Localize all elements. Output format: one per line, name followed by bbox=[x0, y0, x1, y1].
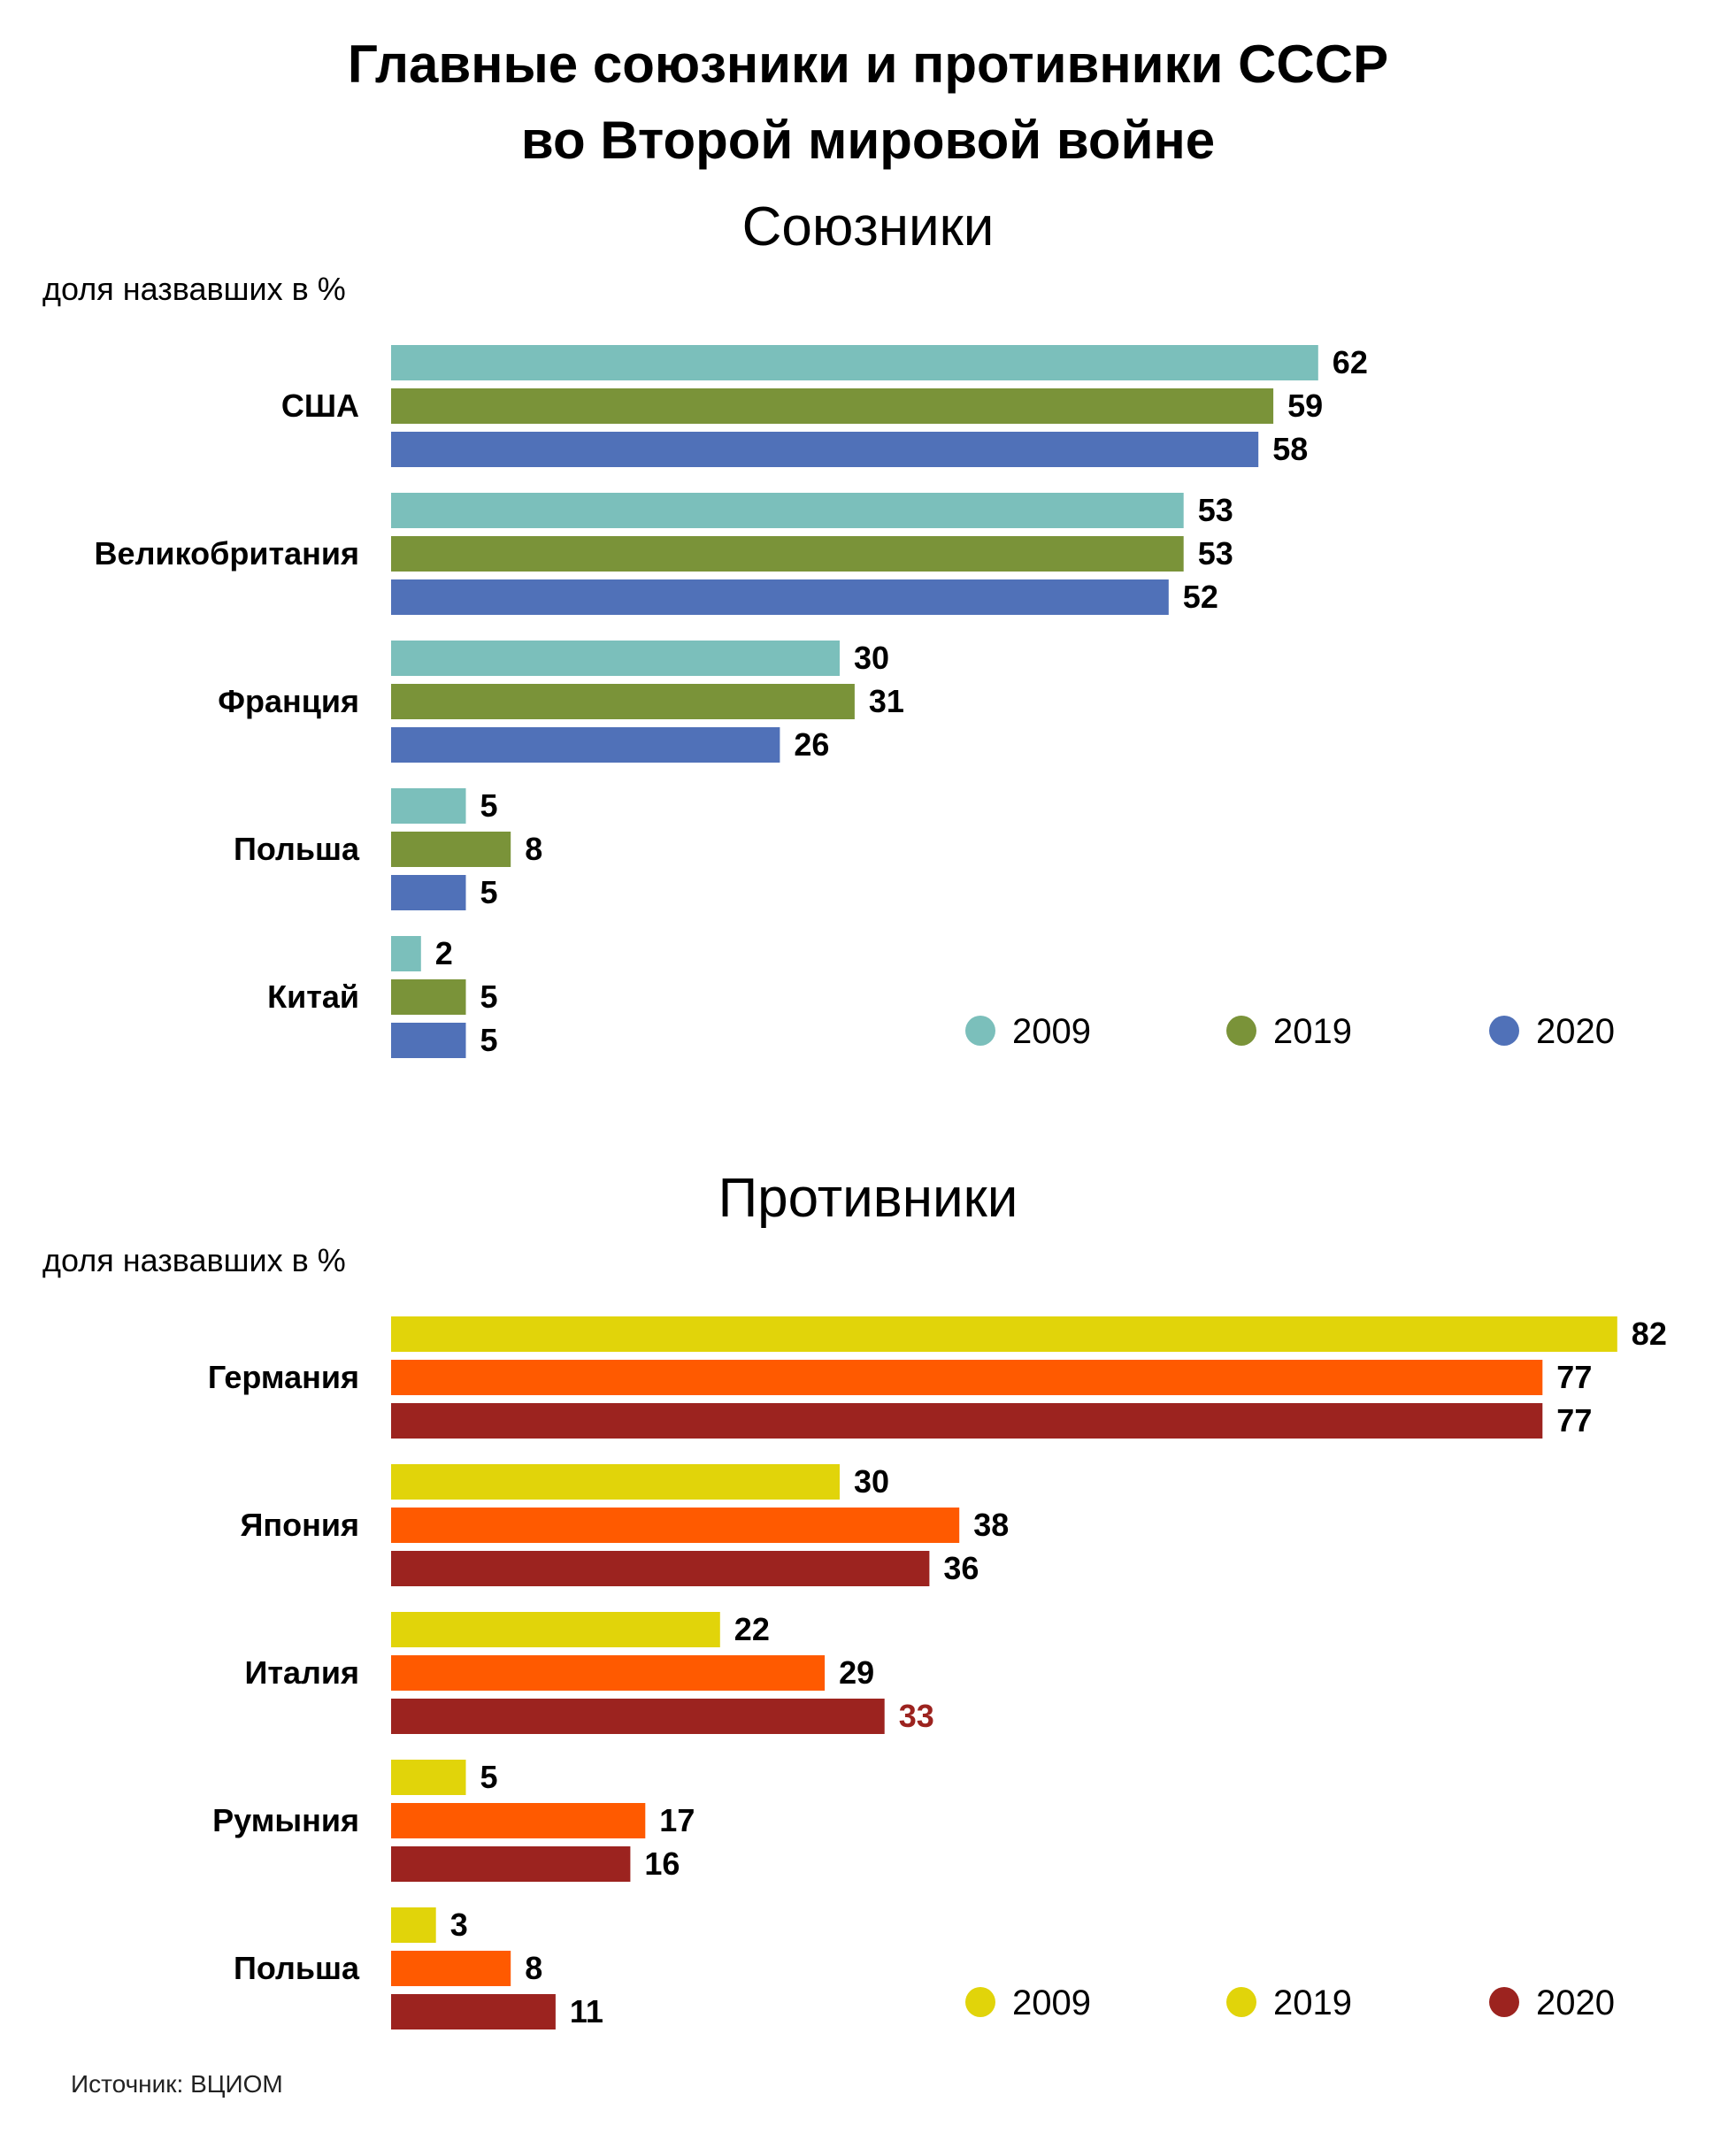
value-label: 53 bbox=[1198, 535, 1233, 572]
enemies-unit-label: доля назвавших в % bbox=[42, 1242, 346, 1278]
value-label: 77 bbox=[1556, 1359, 1592, 1395]
category-label: Великобритания bbox=[95, 535, 359, 572]
legend-marker-2009 bbox=[965, 1987, 995, 2017]
legend-marker-2019 bbox=[1226, 1987, 1256, 2017]
bar-2019 bbox=[391, 1655, 826, 1691]
value-label: 30 bbox=[854, 1463, 889, 1500]
value-label: 62 bbox=[1333, 344, 1368, 380]
bar-2019 bbox=[391, 832, 511, 867]
allies-subtitle: Союзники bbox=[741, 196, 995, 257]
value-label: 53 bbox=[1198, 492, 1233, 528]
legend-marker-2020 bbox=[1489, 1016, 1519, 1046]
legend-marker-2019 bbox=[1226, 1016, 1256, 1046]
source-note: Источник: ВЦИОМ bbox=[71, 2070, 283, 2098]
category-label: Польша bbox=[234, 831, 360, 867]
value-label: 77 bbox=[1556, 1402, 1592, 1439]
legend-label-2009: 2009 bbox=[1012, 1983, 1091, 2022]
bar-2009 bbox=[391, 1316, 1617, 1352]
legend-label-2009: 2009 bbox=[1012, 1012, 1091, 1051]
value-label: 5 bbox=[480, 787, 498, 824]
category-label: Германия bbox=[208, 1359, 359, 1395]
legend-marker-2009 bbox=[965, 1016, 995, 1046]
value-label: 82 bbox=[1632, 1316, 1667, 1352]
bar-2019 bbox=[391, 684, 855, 719]
value-label: 33 bbox=[899, 1698, 934, 1734]
bar-2009 bbox=[391, 1464, 840, 1500]
bar-2019 bbox=[391, 1803, 646, 1838]
bar-2019 bbox=[391, 979, 466, 1015]
legend-label-2019: 2019 bbox=[1273, 1983, 1352, 2022]
value-label: 52 bbox=[1183, 579, 1218, 615]
value-label: 5 bbox=[480, 1022, 498, 1058]
chart-title: Главные союзники и противники СССР во Вт… bbox=[0, 27, 1736, 179]
bar-2020 bbox=[391, 727, 780, 763]
enemies-chart: Германия827777Япония303836Италия222933Ру… bbox=[208, 1316, 1667, 2029]
value-label: 29 bbox=[839, 1654, 874, 1691]
category-label: США bbox=[281, 387, 359, 424]
bar-2009 bbox=[391, 1612, 720, 1647]
bar-2019 bbox=[391, 388, 1274, 424]
bar-2019 bbox=[391, 1508, 960, 1543]
bar-2020 bbox=[391, 1551, 930, 1586]
category-label: Франция bbox=[218, 683, 359, 719]
legend-marker-2020 bbox=[1489, 1987, 1519, 2017]
bar-2020 bbox=[391, 432, 1259, 467]
bar-2020 bbox=[391, 1023, 466, 1058]
bar-2009 bbox=[391, 493, 1184, 528]
category-label: Италия bbox=[244, 1654, 359, 1691]
legend-label-2020: 2020 bbox=[1536, 1983, 1615, 2022]
value-label: 31 bbox=[869, 683, 904, 719]
allies-unit-label: доля назвавших в % bbox=[42, 271, 346, 307]
category-label: Румыния bbox=[212, 1802, 359, 1838]
bar-2019 bbox=[391, 536, 1184, 572]
bar-2009 bbox=[391, 1760, 466, 1795]
enemies-subtitle: Противники bbox=[718, 1168, 1018, 1229]
value-label: 30 bbox=[854, 640, 889, 676]
legend-label-2019: 2019 bbox=[1273, 1012, 1352, 1051]
value-label: 17 bbox=[659, 1802, 695, 1838]
value-label: 38 bbox=[973, 1507, 1009, 1543]
legend-label-2020: 2020 bbox=[1536, 1012, 1615, 1051]
category-label: Польша bbox=[234, 1950, 360, 1986]
bar-2020 bbox=[391, 1994, 556, 2029]
bar-2019 bbox=[391, 1951, 511, 1986]
value-label: 5 bbox=[480, 874, 498, 910]
title-line-2: во Второй мировой войне bbox=[520, 111, 1216, 170]
bar-2020 bbox=[391, 1846, 631, 1882]
allies-chart: США625958Великобритания535352Франция3031… bbox=[95, 344, 1615, 1058]
bar-2009 bbox=[391, 641, 840, 676]
title-line-1: Главные союзники и противники СССР bbox=[347, 35, 1389, 94]
value-label: 2 bbox=[435, 935, 453, 971]
value-label: 36 bbox=[943, 1550, 979, 1586]
bar-2009 bbox=[391, 345, 1318, 380]
value-label: 8 bbox=[525, 831, 542, 867]
bar-2009 bbox=[391, 936, 421, 971]
value-label: 58 bbox=[1272, 431, 1308, 467]
value-label: 26 bbox=[794, 726, 829, 763]
value-label: 11 bbox=[570, 1993, 603, 2029]
value-label: 8 bbox=[525, 1950, 542, 1986]
bar-2020 bbox=[391, 579, 1169, 615]
value-label: 59 bbox=[1287, 387, 1323, 424]
bar-2009 bbox=[391, 1907, 436, 1943]
bar-2020 bbox=[391, 875, 466, 910]
value-label: 3 bbox=[450, 1907, 468, 1943]
bar-2019 bbox=[391, 1360, 1543, 1395]
value-label: 22 bbox=[734, 1611, 770, 1647]
bar-2009 bbox=[391, 788, 466, 824]
value-label: 5 bbox=[480, 1759, 498, 1795]
value-label: 16 bbox=[644, 1845, 680, 1882]
value-label: 5 bbox=[480, 978, 498, 1015]
bar-2020 bbox=[391, 1403, 1543, 1439]
bar-2020 bbox=[391, 1699, 885, 1734]
category-label: Япония bbox=[241, 1507, 360, 1543]
category-label: Китай bbox=[267, 978, 359, 1015]
